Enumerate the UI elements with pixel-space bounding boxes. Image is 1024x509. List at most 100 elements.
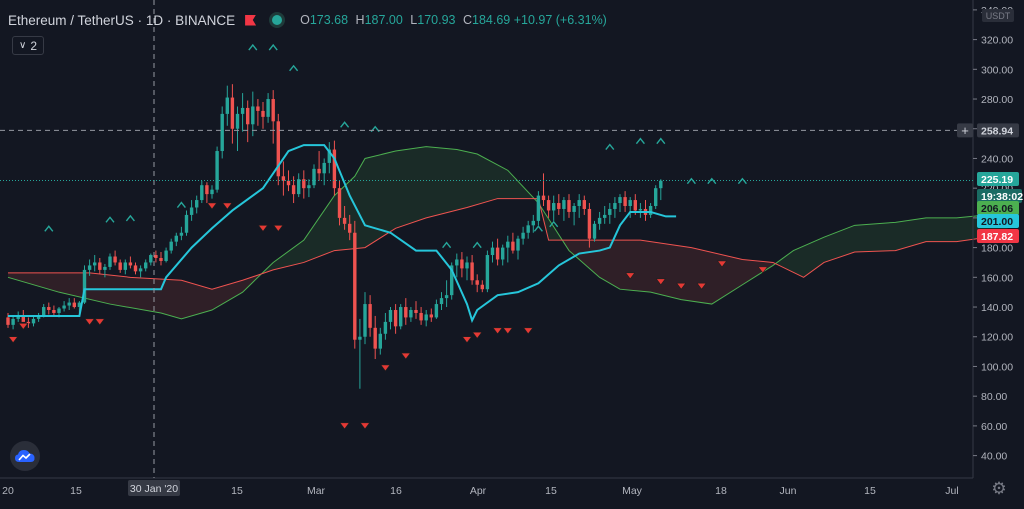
- candle-body[interactable]: [297, 179, 301, 195]
- candle-body[interactable]: [363, 304, 367, 337]
- candle-body[interactable]: [633, 200, 637, 211]
- candle-body[interactable]: [638, 208, 643, 211]
- candle-body[interactable]: [587, 208, 592, 239]
- candle-body[interactable]: [419, 312, 423, 321]
- candle-body[interactable]: [195, 200, 199, 208]
- candle-body[interactable]: [52, 310, 56, 313]
- candle-body[interactable]: [414, 310, 418, 313]
- candle-body[interactable]: [567, 200, 571, 212]
- candle-body[interactable]: [144, 262, 148, 269]
- candle-body[interactable]: [159, 258, 163, 261]
- symbol-title[interactable]: Ethereum / TetherUS: [8, 12, 134, 28]
- candle-body[interactable]: [511, 241, 515, 251]
- candle-body[interactable]: [123, 262, 127, 270]
- candle-body[interactable]: [108, 256, 112, 267]
- candle-body[interactable]: [271, 99, 275, 122]
- candle-body[interactable]: [393, 310, 398, 327]
- candle-body[interactable]: [470, 262, 474, 281]
- candle-body[interactable]: [87, 265, 92, 270]
- candle-body[interactable]: [429, 314, 433, 318]
- candle-body[interactable]: [623, 197, 627, 206]
- candle-body[interactable]: [154, 255, 158, 258]
- candle-body[interactable]: [373, 327, 377, 349]
- candle-body[interactable]: [618, 197, 622, 204]
- candle-body[interactable]: [434, 304, 439, 318]
- candle-body[interactable]: [322, 162, 326, 174]
- candle-body[interactable]: [597, 217, 602, 224]
- candle-body[interactable]: [613, 203, 617, 209]
- candle-body[interactable]: [98, 262, 102, 270]
- candle-body[interactable]: [455, 259, 459, 266]
- candle-body[interactable]: [47, 307, 51, 310]
- candle-body[interactable]: [118, 262, 122, 270]
- candle-body[interactable]: [189, 207, 194, 215]
- candle-body[interactable]: [138, 268, 143, 272]
- indicators-toggle[interactable]: ∨ 2: [12, 36, 44, 55]
- candle-body[interactable]: [256, 106, 260, 111]
- candle-body[interactable]: [562, 200, 566, 209]
- candle-body[interactable]: [16, 315, 20, 319]
- currency-badge[interactable]: [982, 9, 1014, 22]
- candle-body[interactable]: [235, 113, 240, 129]
- candle-body[interactable]: [516, 238, 520, 251]
- candle-body[interactable]: [72, 302, 76, 308]
- candle-body[interactable]: [103, 266, 107, 270]
- candle-body[interactable]: [31, 318, 36, 324]
- candle-body[interactable]: [659, 180, 663, 189]
- candle-body[interactable]: [179, 232, 184, 236]
- candle-body[interactable]: [526, 225, 530, 233]
- candle-body[interactable]: [240, 107, 245, 114]
- candle-body[interactable]: [6, 317, 10, 325]
- candle-body[interactable]: [353, 232, 357, 340]
- candle-body[interactable]: [465, 262, 469, 269]
- candle-body[interactable]: [460, 259, 464, 269]
- candle-body[interactable]: [312, 168, 316, 186]
- candle-body[interactable]: [302, 179, 306, 189]
- candle-body[interactable]: [317, 168, 321, 174]
- candle-body[interactable]: [342, 217, 347, 224]
- candle-body[interactable]: [404, 307, 408, 318]
- candle-body[interactable]: [266, 99, 270, 117]
- candle-body[interactable]: [93, 262, 97, 266]
- candle-body[interactable]: [444, 295, 449, 299]
- candle-body[interactable]: [205, 185, 209, 195]
- candle-body[interactable]: [521, 232, 525, 239]
- candle-body[interactable]: [26, 321, 31, 324]
- candle-body[interactable]: [577, 200, 581, 206]
- candle-body[interactable]: [495, 247, 500, 260]
- candle-body[interactable]: [399, 307, 403, 327]
- candle-body[interactable]: [628, 200, 632, 206]
- candle-body[interactable]: [485, 255, 490, 290]
- candle-body[interactable]: [541, 195, 546, 201]
- candle-body[interactable]: [174, 235, 178, 242]
- candle-body[interactable]: [450, 265, 454, 296]
- candle-body[interactable]: [480, 284, 484, 290]
- candle-body[interactable]: [388, 310, 393, 322]
- candle-body[interactable]: [439, 298, 444, 305]
- flag-icon[interactable]: [245, 14, 257, 26]
- candle-body[interactable]: [501, 247, 505, 260]
- candle-body[interactable]: [358, 336, 362, 340]
- candle-body[interactable]: [225, 97, 229, 114]
- candle-body[interactable]: [261, 110, 265, 117]
- candle-body[interactable]: [164, 250, 168, 261]
- tradingview-logo[interactable]: [10, 441, 40, 471]
- candle-body[interactable]: [332, 149, 337, 189]
- candle-body[interactable]: [36, 315, 41, 319]
- candle-body[interactable]: [200, 185, 204, 201]
- candle-body[interactable]: [424, 314, 428, 321]
- candle-body[interactable]: [149, 255, 153, 263]
- candle-body[interactable]: [133, 265, 138, 272]
- candle-body[interactable]: [215, 151, 219, 190]
- candle-body[interactable]: [82, 269, 87, 303]
- candle-body[interactable]: [251, 106, 255, 125]
- candle-body[interactable]: [327, 149, 331, 163]
- candle-body[interactable]: [169, 241, 173, 251]
- candle-body[interactable]: [546, 200, 551, 211]
- candle-body[interactable]: [42, 307, 46, 316]
- interval-label[interactable]: 1D: [145, 12, 164, 28]
- candle-body[interactable]: [475, 280, 479, 285]
- candle-body[interactable]: [291, 185, 296, 195]
- candle-body[interactable]: [113, 256, 117, 263]
- candle-body[interactable]: [409, 310, 413, 318]
